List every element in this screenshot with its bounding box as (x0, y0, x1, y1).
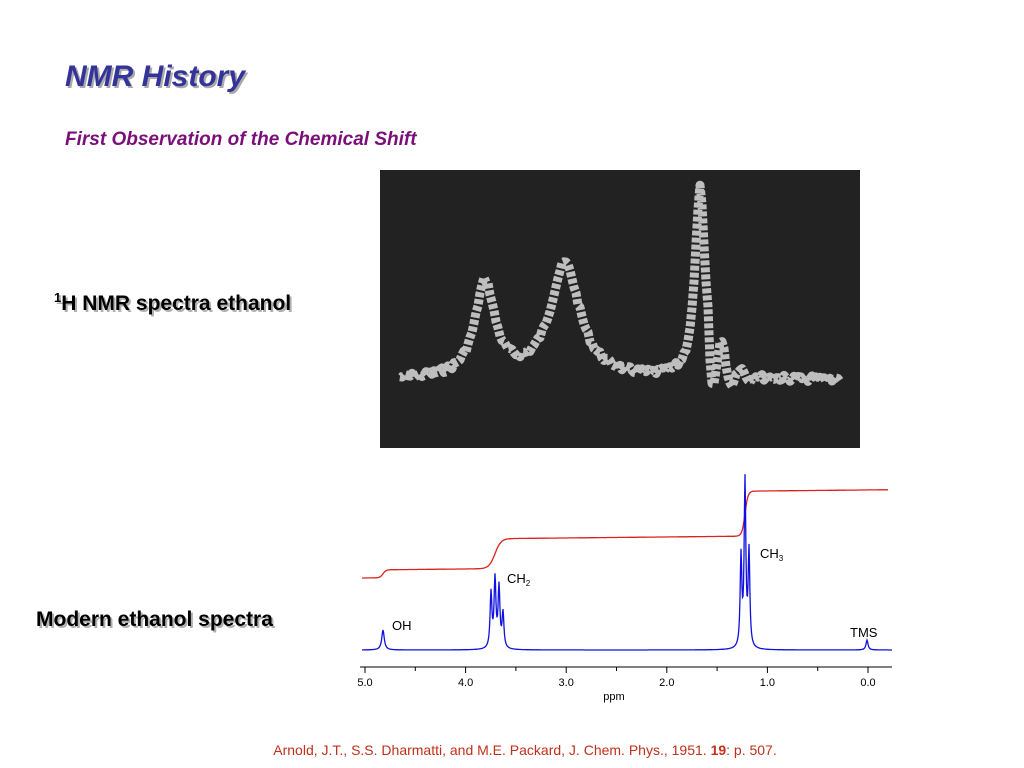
peak-label: CH2 (507, 571, 531, 588)
historical-label: 1H NMR spectra ethanol (54, 290, 291, 315)
title: NMR History (65, 60, 246, 93)
tick-label: 5.0 (357, 677, 372, 689)
title-shadow: NMR History (67, 62, 248, 95)
citation: Arnold, J.T., S.S. Dharmatti, and M.E. P… (273, 742, 776, 758)
integral-curve (362, 489, 889, 579)
superscript: 1 (54, 290, 61, 305)
historical-trace (397, 180, 844, 391)
modern-label: Modern ethanol spectra (36, 608, 273, 631)
axis-ticks: 5.0 4.0 3.0 2.0 1.0 0.0 (357, 667, 876, 689)
axis-label: ppm (603, 691, 624, 703)
tick-label: 4.0 (458, 677, 473, 689)
label-shadow: 1H NMR spectra ethanol (56, 292, 293, 317)
tick-label: 2.0 (659, 677, 674, 689)
subtitle: First Observation of the Chemical Shift (65, 129, 417, 150)
label-text: H NMR spectra ethanol (61, 292, 291, 315)
tick-label: 0.0 (860, 677, 875, 689)
spectrum-curve (362, 474, 892, 651)
peak-label: TMS (850, 625, 878, 640)
tick-label: 1.0 (760, 677, 775, 689)
peak-label: CH3 (760, 546, 784, 563)
label-shadow: Modern ethanol spectra (38, 610, 275, 633)
historical-spectrum-image (380, 170, 860, 448)
tick-label: 3.0 (559, 677, 574, 689)
peak-label: OH (392, 618, 412, 633)
